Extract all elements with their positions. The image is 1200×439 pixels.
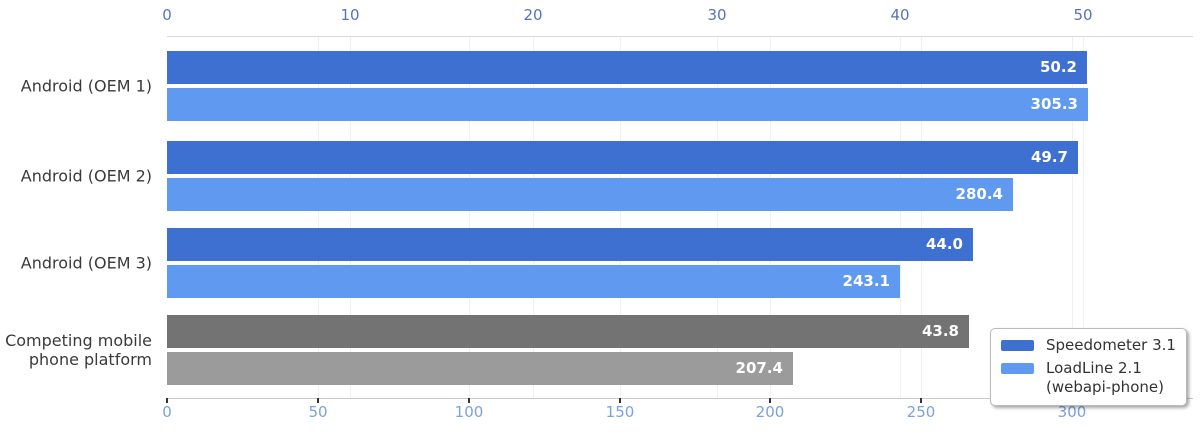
bar-speedometer-3-1-android-oem-1: 50.2 <box>167 51 1087 84</box>
bar-value-label: 50.2 <box>1039 58 1077 76</box>
top-axis-tick-label-20: 20 <box>523 6 543 24</box>
top-axis-tick-label-40: 40 <box>890 6 910 24</box>
bottom-axis-tick-label-300: 300 <box>1057 403 1087 421</box>
bar-loadline-2-1-webapi-phone-android-oem-2: 280.4 <box>167 178 1013 211</box>
gridline-bottom-150 <box>620 37 621 398</box>
bar-value-label: 243.1 <box>842 272 890 290</box>
bottom-axis-tick-50 <box>317 398 319 403</box>
gridline-bottom-200 <box>770 37 771 398</box>
legend-label-loadline: LoadLine 2.1 (webapi-phone) <box>1046 359 1164 396</box>
bar-loadline-2-1-webapi-phone-competing-mobile-phone-platform: 207.4 <box>167 352 793 385</box>
bar-value-label: 43.8 <box>921 322 959 340</box>
gridline-bottom-250 <box>921 37 922 398</box>
bar-value-label: 44.0 <box>925 235 963 253</box>
bottom-axis-tick-label-50: 50 <box>308 403 328 421</box>
legend-entry-loadline: LoadLine 2.1 (webapi-phone) <box>1001 359 1176 397</box>
gridline-bottom-300 <box>1072 37 1073 398</box>
category-label-android-oem-1: Android (OEM 1) <box>20 76 152 96</box>
bar-value-label: 207.4 <box>735 359 783 377</box>
bottom-axis-tick-label-150: 150 <box>605 403 635 421</box>
bar-loadline-2-1-webapi-phone-android-oem-1: 305.3 <box>167 88 1088 121</box>
legend-label-speedometer: Speedometer 3.1 <box>1046 336 1176 354</box>
legend-swatch-speedometer <box>1001 340 1034 351</box>
legend-swatch-loadline <box>1001 363 1034 374</box>
top-axis-line <box>167 36 1193 37</box>
bottom-axis-tick-150 <box>619 398 621 403</box>
legend: Speedometer 3.1 LoadLine 2.1 (webapi-pho… <box>990 328 1187 406</box>
bottom-axis-tick-100 <box>468 398 470 403</box>
bar-value-label: 49.7 <box>1030 148 1068 166</box>
gridline-top-20 <box>533 37 534 398</box>
category-label-competing-mobile-phone-platform: Competing mobile phone platform <box>5 331 152 369</box>
bottom-axis-tick-label-100: 100 <box>454 403 484 421</box>
bottom-axis-line <box>167 398 1193 399</box>
gridline-top-10 <box>350 37 351 398</box>
gridline-bottom-50 <box>318 37 319 398</box>
gridline-top-30 <box>717 37 718 398</box>
bottom-axis-tick-0 <box>166 398 168 403</box>
gridline-top-50 <box>1083 37 1084 398</box>
bottom-axis-tick-label-200: 200 <box>755 403 785 421</box>
bottom-axis-tick-label-250: 250 <box>906 403 936 421</box>
top-axis-tick-label-10: 10 <box>340 6 360 24</box>
category-label-android-oem-2: Android (OEM 2) <box>20 166 152 186</box>
gridline-bottom-100 <box>469 37 470 398</box>
legend-entry-speedometer: Speedometer 3.1 <box>1001 336 1176 355</box>
top-axis-tick-label-0: 0 <box>162 6 172 24</box>
bottom-axis-tick-200 <box>769 398 771 403</box>
top-axis-tick-label-30: 30 <box>707 6 727 24</box>
bar-value-label: 305.3 <box>1030 95 1078 113</box>
bar-speedometer-3-1-competing-mobile-phone-platform: 43.8 <box>167 315 969 348</box>
bar-value-label: 280.4 <box>955 185 1003 203</box>
bottom-axis-tick-label-0: 0 <box>162 403 172 421</box>
bar-speedometer-3-1-android-oem-2: 49.7 <box>167 141 1078 174</box>
top-axis-tick-label-50: 50 <box>1073 6 1093 24</box>
bottom-axis-tick-250 <box>920 398 922 403</box>
category-label-android-oem-3: Android (OEM 3) <box>20 253 152 273</box>
bar-loadline-2-1-webapi-phone-android-oem-3: 243.1 <box>167 265 900 298</box>
bar-speedometer-3-1-android-oem-3: 44.0 <box>167 228 973 261</box>
gridline-top-40 <box>900 37 901 398</box>
